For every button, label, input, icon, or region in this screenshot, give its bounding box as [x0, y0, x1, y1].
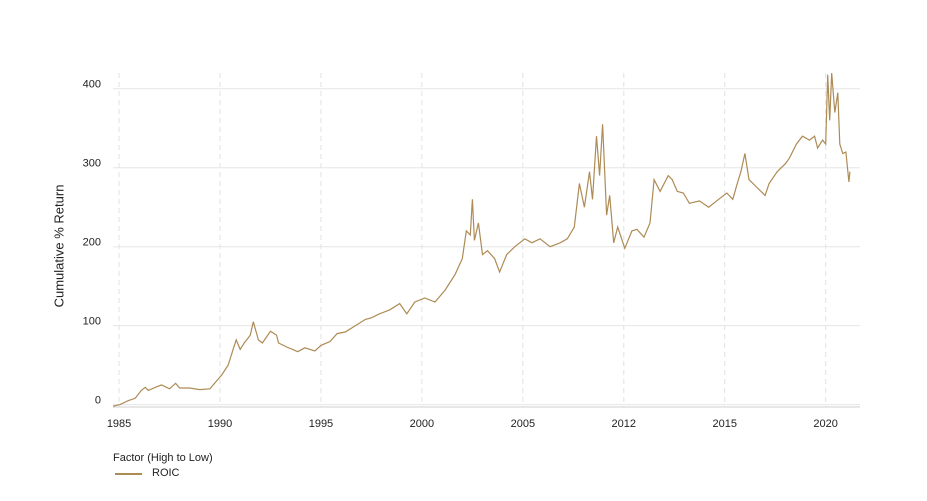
- x-tick-label: 2005: [511, 418, 535, 430]
- x-tick-label: 2020: [813, 418, 837, 430]
- y-tick-label: 400: [83, 79, 101, 91]
- legend-label: ROIC: [152, 467, 180, 479]
- y-tick-label: 100: [83, 316, 101, 328]
- y-tick-label: 200: [83, 237, 101, 249]
- y-axis-label: Cumulative % Return: [51, 185, 66, 308]
- y-tick-label: 0: [95, 395, 101, 407]
- x-tick-label: 2012: [612, 418, 636, 430]
- line-series: [112, 72, 851, 407]
- x-tick-label: 1995: [309, 418, 333, 430]
- x-tick-label: 2000: [410, 418, 434, 430]
- x-tick-label: 1985: [107, 418, 131, 430]
- legend-title: Factor (High to Low): [113, 452, 213, 464]
- x-tick-label: 1990: [208, 418, 232, 430]
- y-tick-label: 300: [83, 158, 101, 170]
- x-tick-label: 2015: [712, 418, 736, 430]
